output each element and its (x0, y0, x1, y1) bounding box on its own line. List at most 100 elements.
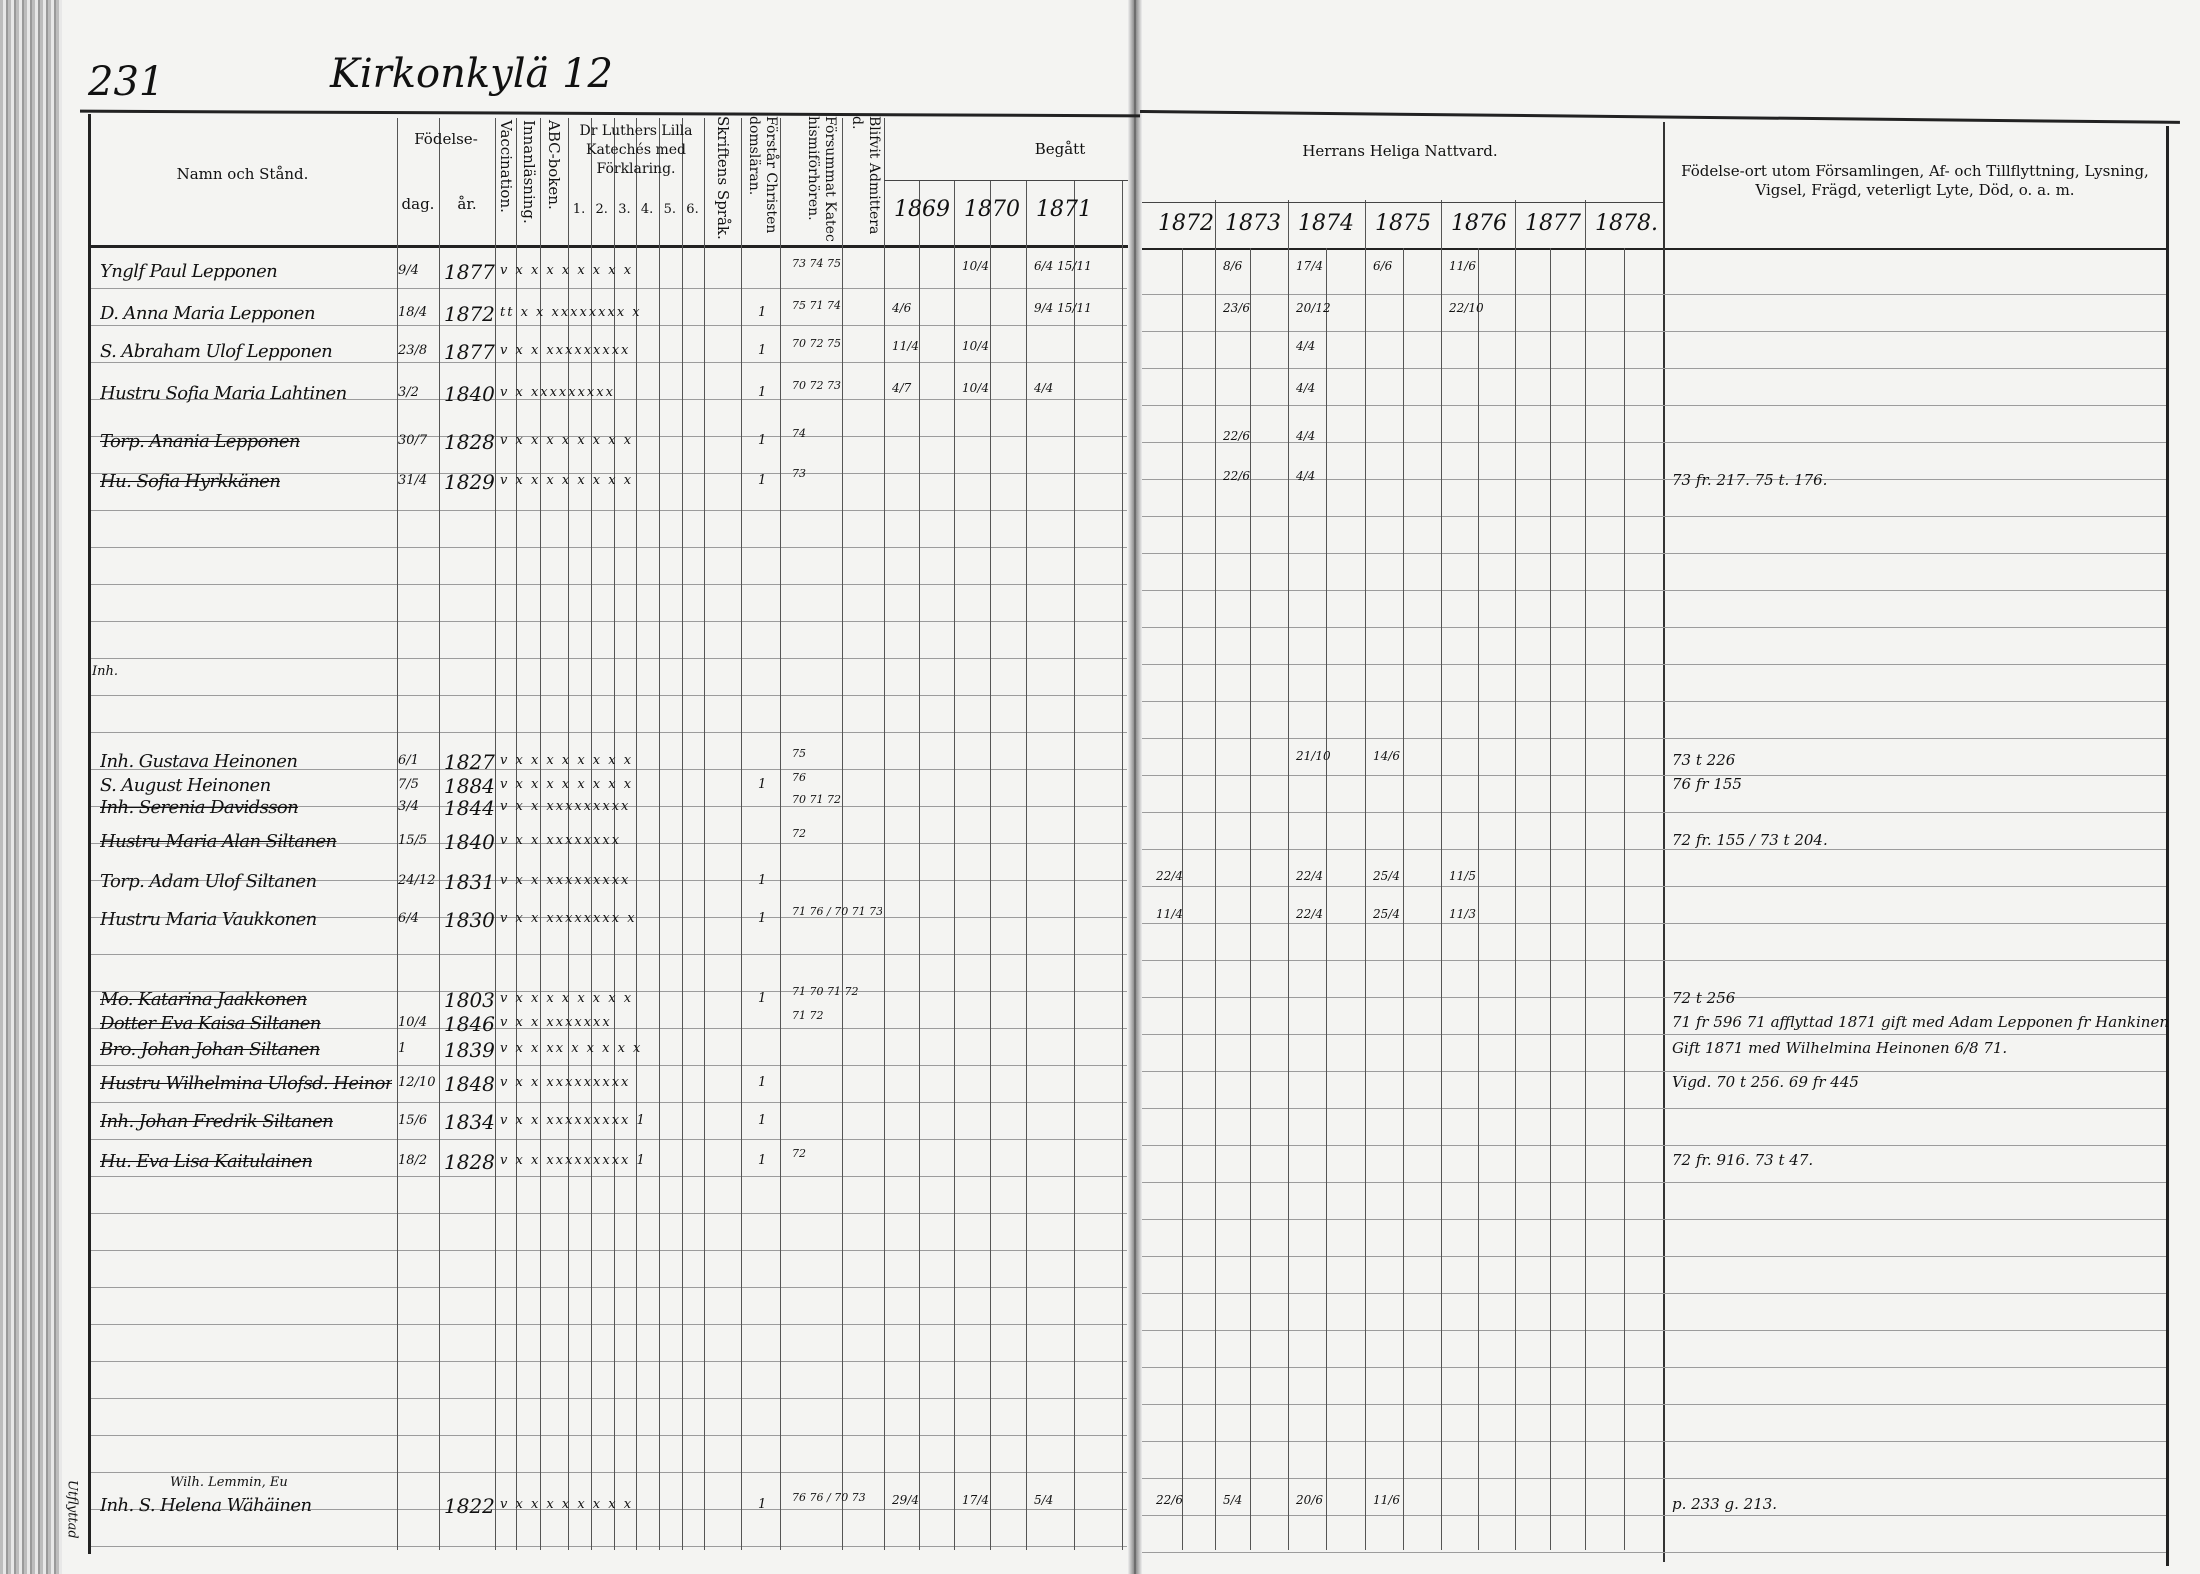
birth-day: 30/7 (398, 433, 428, 448)
header-year: 1869 (894, 197, 950, 222)
header-year: 1878. (1595, 211, 1658, 236)
christendom-mark: 1 (758, 873, 767, 888)
christendom-mark: 1 (758, 305, 767, 320)
communion-date: 11/4 (892, 339, 919, 353)
missed-examinations: 71 70 71 72 (792, 986, 859, 998)
birth-year: 1844 (444, 796, 495, 820)
header-birth: Födelse- (414, 130, 478, 148)
register-note: 72 fr. 155 / 73 t 204. (1672, 831, 1828, 849)
birth-year: 1840 (444, 382, 495, 406)
register-note: p. 233 g. 213. (1672, 1495, 1778, 1513)
person-name: S. August Heinonen (100, 776, 271, 796)
column-divider (636, 118, 637, 1550)
communion-date: 21/10 (1296, 749, 1331, 763)
person-name: Torp. Adam Ulof Siltanen (100, 872, 317, 892)
birth-year: 1822 (444, 1494, 495, 1518)
birth-day: 7/5 (398, 777, 419, 792)
header-skriftens: Skriftens Språk. (714, 116, 732, 240)
communion-date: 23/6 (1223, 301, 1250, 315)
communion-date: 4/7 (892, 381, 912, 395)
register-note: 73 fr. 217. 75 t. 176. (1672, 471, 1828, 489)
header-luther-part: 2. (595, 202, 608, 217)
communion-date: 22/4 (1296, 869, 1323, 883)
communion-date: 4/4 (1296, 469, 1316, 483)
communion-date: 8/6 (1223, 259, 1243, 273)
person-name: Torp. Anania Lepponen (100, 432, 300, 452)
header-birth-day: dag. (401, 195, 435, 213)
person-name: Inh. Serenia Davidsson (100, 798, 299, 818)
book-edge (0, 0, 62, 1574)
person-name: Ynglf Paul Lepponen (100, 262, 278, 282)
column-divider (1441, 200, 1442, 1550)
person-name: Hustru Sofia Maria Lahtinen (100, 384, 347, 404)
column-divider (1585, 200, 1586, 1550)
column-divider (1182, 248, 1183, 1550)
column-divider (1365, 200, 1366, 1550)
person-name: Hustru Maria Vaukkonen (100, 910, 317, 930)
person-name: Bro. Johan Johan Siltanen (100, 1040, 320, 1060)
header-forsummat: Försummat Katechismiförhören. (805, 116, 838, 242)
header-year: 1871 (1036, 197, 1092, 222)
person-name: Inh. Johan Fredrik Siltanen (100, 1112, 334, 1132)
birth-day: 12/10 (398, 1075, 436, 1090)
communion-date: 20/6 (1296, 1493, 1323, 1507)
register-note: 76 fr 155 (1672, 775, 1742, 793)
header-nattvard: Herrans Heliga Nattvard. (1302, 142, 1498, 160)
christendom-mark: 1 (758, 1497, 767, 1512)
header-bottom-border-left (88, 245, 1128, 248)
header-birth-year: år. (457, 195, 477, 213)
person-name: S. Abraham Ulof Lepponen (100, 342, 333, 362)
birth-year: 1828 (444, 430, 495, 454)
reading-marks: v x x x x x x x x (500, 753, 634, 768)
header-year: 1870 (964, 197, 1020, 222)
birth-day: 1 (398, 1041, 407, 1056)
register-note: 72 t 256 (1672, 989, 1736, 1007)
column-divider (842, 118, 843, 1550)
communion-date: 29/4 (892, 1493, 919, 1507)
reading-marks: v x xxxxxxxxx (500, 385, 615, 400)
communion-date: 17/4 (962, 1493, 989, 1507)
birth-day: 15/6 (398, 1113, 428, 1128)
header-luther-part: 1. (572, 202, 586, 217)
person-name: Hu. Eva Lisa Kaitulainen (100, 1152, 313, 1172)
reading-marks: v x x xxxxxxxxx (500, 1075, 631, 1090)
communion-date: 5/4 (1034, 1493, 1054, 1507)
missed-examinations: 74 (792, 428, 806, 440)
missed-examinations: 70 72 73 (792, 380, 841, 392)
birth-day: 18/4 (398, 305, 428, 320)
header-luther-part: 5. (663, 202, 676, 217)
right-border (2166, 126, 2169, 1566)
header-luther: Dr Luthers Lilla Katechés med Förklaring… (579, 123, 693, 177)
table-top-border-right (1139, 110, 2180, 124)
missed-examinations: 71 76 / 70 71 73 (792, 906, 882, 918)
missed-examinations: 76 (792, 772, 806, 784)
header-luther-part: 3. (618, 202, 631, 217)
birth-year: 1877 (444, 260, 495, 284)
column-divider (1478, 248, 1479, 1550)
missed-examinations: 73 74 75 (792, 258, 841, 270)
birth-year: 1803 (444, 988, 495, 1012)
reading-marks: v x x xxxxxxxxx 1 (500, 1113, 647, 1128)
reading-marks: v x x xxxxxxxxx (500, 343, 631, 358)
column-divider (439, 118, 440, 1550)
column-divider (682, 118, 683, 1550)
register-note: Gift 1871 med Wilhelmina Heinonen 6/8 71… (1672, 1039, 2008, 1057)
header-year: 1877 (1525, 211, 1581, 236)
column-divider (540, 118, 541, 1550)
page-number: 231 (88, 59, 165, 105)
column-divider (1122, 180, 1123, 1550)
birth-day: 6/4 (398, 911, 419, 926)
column-divider (780, 118, 781, 1550)
birth-day: 3/2 (398, 385, 419, 400)
reading-marks: v x x x x x x x x (500, 263, 634, 278)
register-note: 72 fr. 916. 73 t 47. (1672, 1151, 1814, 1169)
christendom-mark: 1 (758, 777, 767, 792)
header-innanlasning: Innanläsning. (520, 120, 538, 224)
column-divider (1624, 248, 1625, 1550)
column-divider (397, 118, 398, 1550)
communion-date: 22/6 (1156, 1493, 1183, 1507)
christendom-mark: 1 (758, 473, 767, 488)
person-name: D. Anna Maria Lepponen (100, 304, 315, 324)
left-border (88, 114, 91, 1554)
birth-year: 1830 (444, 908, 495, 932)
